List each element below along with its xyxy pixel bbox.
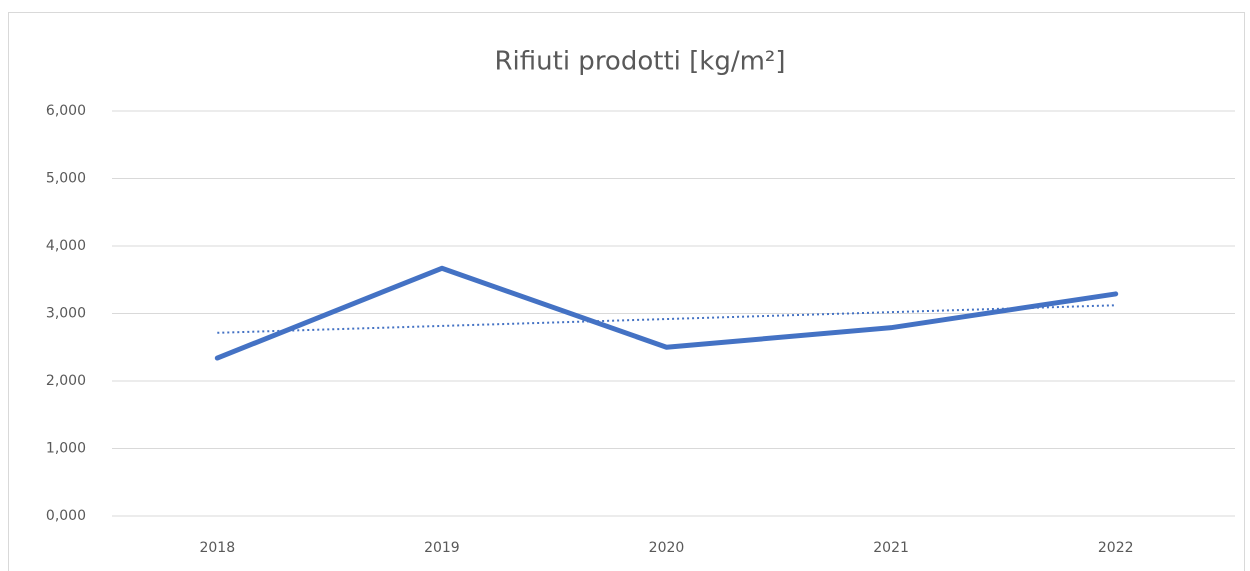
y-tick-label: 0,000: [46, 508, 86, 524]
y-tick-label: 3,000: [46, 306, 86, 322]
chart-border: [8, 12, 1245, 571]
y-tick-label: 2,000: [46, 373, 86, 389]
x-tick-label: 2022: [1098, 540, 1134, 556]
x-tick-label: 2020: [649, 540, 685, 556]
y-tick-label: 5,000: [46, 171, 86, 187]
y-tick-label: 6,000: [46, 103, 86, 119]
y-tick-label: 4,000: [46, 238, 86, 254]
chart-title: Rifiuti prodotti [kg/m²]: [494, 47, 785, 77]
data-line: [214, 265, 1119, 361]
x-tick-label: 2021: [873, 540, 909, 556]
x-tick-label: 2019: [424, 540, 460, 556]
x-tick-label: 2018: [199, 540, 235, 556]
y-tick-label: 1,000: [46, 441, 86, 457]
